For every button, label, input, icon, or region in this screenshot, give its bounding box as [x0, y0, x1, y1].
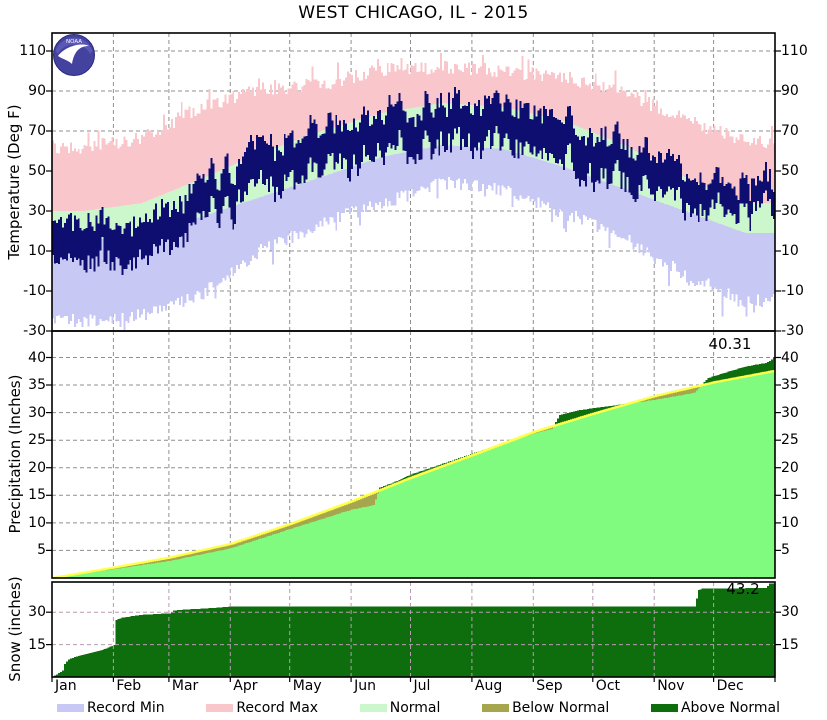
legend-label-record-max: Record Max — [236, 700, 319, 716]
y-tick-label-temperature: 70 — [28, 123, 46, 139]
legend-item-record-min: Record Min — [57, 700, 165, 716]
y-tick-label-temperature: -30 — [781, 323, 804, 339]
y-tick-label-precipitation: 10 — [28, 514, 46, 531]
temperature-chart — [46, 32, 781, 332]
month-label-mar: Mar — [171, 678, 199, 694]
legend-label-above-normal: Above Normal — [680, 700, 780, 716]
y-tick-label-temperature: 50 — [781, 163, 799, 179]
y-tick-label-precipitation: 20 — [781, 459, 799, 476]
month-axis: Jan Feb Mar Apr May Jun Jul Aug Sep Oct Nov Dec — [52, 678, 775, 696]
legend-item-record-max: Record Max — [206, 700, 318, 716]
legend: Record Min Record Max Normal Below Normal Ab… — [57, 699, 780, 717]
y-tick-label-precipitation: 25 — [28, 432, 46, 449]
precipitation-chart — [46, 330, 781, 579]
legend-swatch-above-normal — [650, 704, 678, 712]
y-tick-label-precipitation: 5 — [37, 542, 46, 559]
precipitation-axis-title: Precipitation (Inches) — [6, 374, 24, 534]
y-tick-label-snow: 30 — [781, 604, 799, 621]
legend-item-above-normal: Above Normal — [650, 700, 780, 716]
y-tick-label-temperature: -30 — [23, 323, 46, 339]
legend-label-below-normal: Below Normal — [512, 700, 610, 716]
y-tick-label-precipitation: 15 — [28, 487, 46, 504]
month-label-nov: Nov — [657, 678, 685, 694]
y-tick-label-temperature: 10 — [28, 243, 46, 259]
legend-swatch-below-normal — [482, 704, 510, 712]
snow-chart — [46, 581, 781, 682]
snow-total-annotation: 43.2 — [726, 580, 760, 598]
y-tick-label-temperature: 50 — [28, 163, 46, 179]
noaa-logo-icon: NOAA — [53, 34, 95, 76]
y-tick-label-precipitation: 5 — [781, 542, 790, 559]
y-tick-label-snow: 15 — [28, 636, 46, 653]
month-label-oct: Oct — [595, 678, 621, 694]
temperature-panel: NOAA — [46, 32, 781, 332]
y-tick-label-snow: 30 — [28, 604, 46, 621]
legend-item-normal: Normal — [359, 700, 441, 716]
month-label-may: May — [292, 678, 322, 694]
legend-swatch-record-max — [206, 704, 234, 712]
y-tick-label-temperature: 90 — [28, 83, 46, 99]
legend-label-record-min: Record Min — [87, 700, 165, 716]
y-tick-label-temperature: -10 — [23, 283, 46, 299]
y-tick-label-precipitation: 35 — [28, 377, 46, 393]
month-label-jan: Jan — [55, 678, 77, 694]
month-label-dec: Dec — [716, 678, 744, 694]
month-label-aug: Aug — [474, 678, 503, 694]
legend-label-normal: Normal — [389, 700, 441, 716]
y-tick-label-precipitation: 30 — [781, 404, 799, 421]
snow-axis-title: Snow (inches) — [6, 576, 24, 682]
y-tick-label-snow: 15 — [781, 636, 799, 653]
precipitation-panel — [46, 330, 781, 579]
svg-text:NOAA: NOAA — [66, 39, 82, 45]
precip-total-annotation: 40.31 — [708, 335, 752, 353]
legend-swatch-normal — [359, 704, 387, 712]
y-tick-label-precipitation: 25 — [781, 432, 799, 449]
y-tick-label-precipitation: 40 — [28, 349, 46, 366]
page-title: WEST CHICAGO, IL - 2015 — [298, 3, 529, 23]
month-label-jul: Jul — [413, 678, 431, 694]
y-tick-label-temperature: 110 — [781, 43, 808, 59]
y-tick-label-temperature: 70 — [781, 123, 799, 139]
y-tick-label-temperature: -10 — [781, 283, 804, 299]
y-tick-label-precipitation: 35 — [781, 377, 799, 393]
legend-item-below-normal: Below Normal — [482, 700, 609, 716]
y-tick-label-precipitation: 20 — [28, 459, 46, 476]
month-label-sep: Sep — [536, 678, 563, 694]
month-label-feb: Feb — [116, 678, 142, 694]
month-label-apr: Apr — [233, 678, 258, 694]
y-tick-label-precipitation: 10 — [781, 514, 799, 531]
legend-swatch-record-min — [57, 704, 84, 712]
y-tick-label-precipitation: 40 — [781, 349, 799, 366]
y-tick-label-temperature: 110 — [19, 43, 46, 59]
y-tick-label-temperature: 30 — [781, 203, 799, 219]
snow-panel — [46, 581, 781, 682]
y-tick-label-precipitation: 15 — [781, 487, 799, 504]
y-tick-label-temperature: 10 — [781, 243, 799, 259]
y-tick-label-temperature: 30 — [28, 203, 46, 219]
month-label-jun: Jun — [354, 678, 376, 694]
y-tick-label-precipitation: 30 — [28, 404, 46, 421]
y-tick-label-temperature: 90 — [781, 83, 799, 99]
